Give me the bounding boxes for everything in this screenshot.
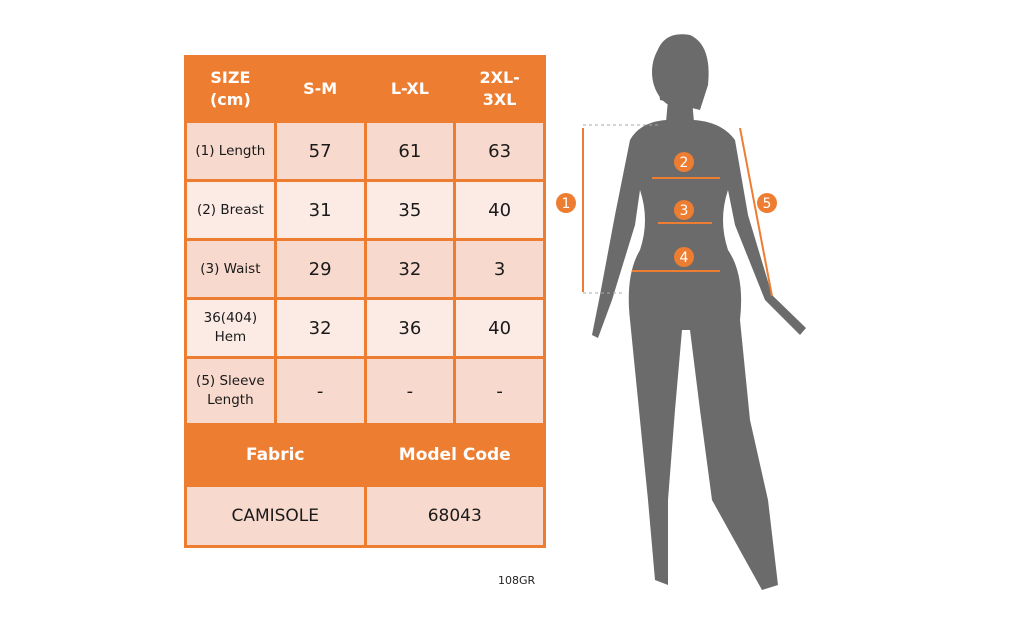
cell: 36 xyxy=(363,297,457,359)
marker-3: 3 xyxy=(674,200,694,220)
cell: 35 xyxy=(363,179,457,241)
table-row: (1) Length 57 61 63 xyxy=(184,120,546,182)
cell: 31 xyxy=(273,179,367,241)
header-row: SIZE (cm) S-M L-XL 2XL- 3XL xyxy=(184,55,546,123)
svg-text:3: 3 xyxy=(680,203,689,219)
svg-text:4: 4 xyxy=(680,250,689,266)
cell: 40 xyxy=(453,297,546,359)
fabric-value: CAMISOLE xyxy=(184,484,367,548)
cell: 32 xyxy=(273,297,367,359)
cell: 61 xyxy=(363,120,457,182)
svg-text:5: 5 xyxy=(763,196,772,212)
cell: 29 xyxy=(273,238,367,300)
table-row: 36(404) Hem 32 36 40 xyxy=(184,297,546,359)
cell: 32 xyxy=(363,238,457,300)
table-row: (2) Breast 31 35 40 xyxy=(184,179,546,241)
marker-4: 4 xyxy=(674,247,694,267)
fabric-label: Fabric xyxy=(184,423,367,487)
cell: 63 xyxy=(453,120,546,182)
fabric-value-row: CAMISOLE 68043 xyxy=(184,484,546,548)
silhouette xyxy=(592,34,806,590)
table-row: (5) Sleeve Length - - - xyxy=(184,356,546,426)
row-label: (2) Breast xyxy=(184,179,277,241)
header-l-xl: L-XL xyxy=(363,55,457,123)
cell: 3 xyxy=(453,238,546,300)
row-label: (3) Waist xyxy=(184,238,277,300)
header-2xl-3xl: 2XL- 3XL xyxy=(453,55,546,123)
row-label: 36(404) Hem xyxy=(184,297,277,359)
row-label: (1) Length xyxy=(184,120,277,182)
cell: - xyxy=(453,356,546,426)
table-row: (3) Waist 29 32 3 xyxy=(184,238,546,300)
product-code: 108GR xyxy=(498,574,536,587)
cell: 57 xyxy=(273,120,367,182)
svg-text:1: 1 xyxy=(562,196,571,212)
model-code-value: 68043 xyxy=(363,484,546,548)
fabric-header-row: Fabric Model Code xyxy=(184,423,546,487)
model-code-label: Model Code xyxy=(363,423,546,487)
body-measurement-figure: 1 2 3 4 5 xyxy=(556,34,806,590)
svg-text:2: 2 xyxy=(680,155,689,171)
marker-2: 2 xyxy=(674,152,694,172)
cell: 40 xyxy=(453,179,546,241)
cell: - xyxy=(273,356,367,426)
row-label: (5) Sleeve Length xyxy=(184,356,277,426)
size-chart-table: SIZE (cm) S-M L-XL 2XL- 3XL (1) Length 5… xyxy=(184,55,546,548)
marker-1: 1 xyxy=(556,193,576,213)
measurement-lines xyxy=(582,124,773,297)
header-size: SIZE (cm) xyxy=(184,55,277,123)
cell: - xyxy=(363,356,457,426)
header-s-m: S-M xyxy=(273,55,367,123)
marker-5: 5 xyxy=(757,193,777,213)
